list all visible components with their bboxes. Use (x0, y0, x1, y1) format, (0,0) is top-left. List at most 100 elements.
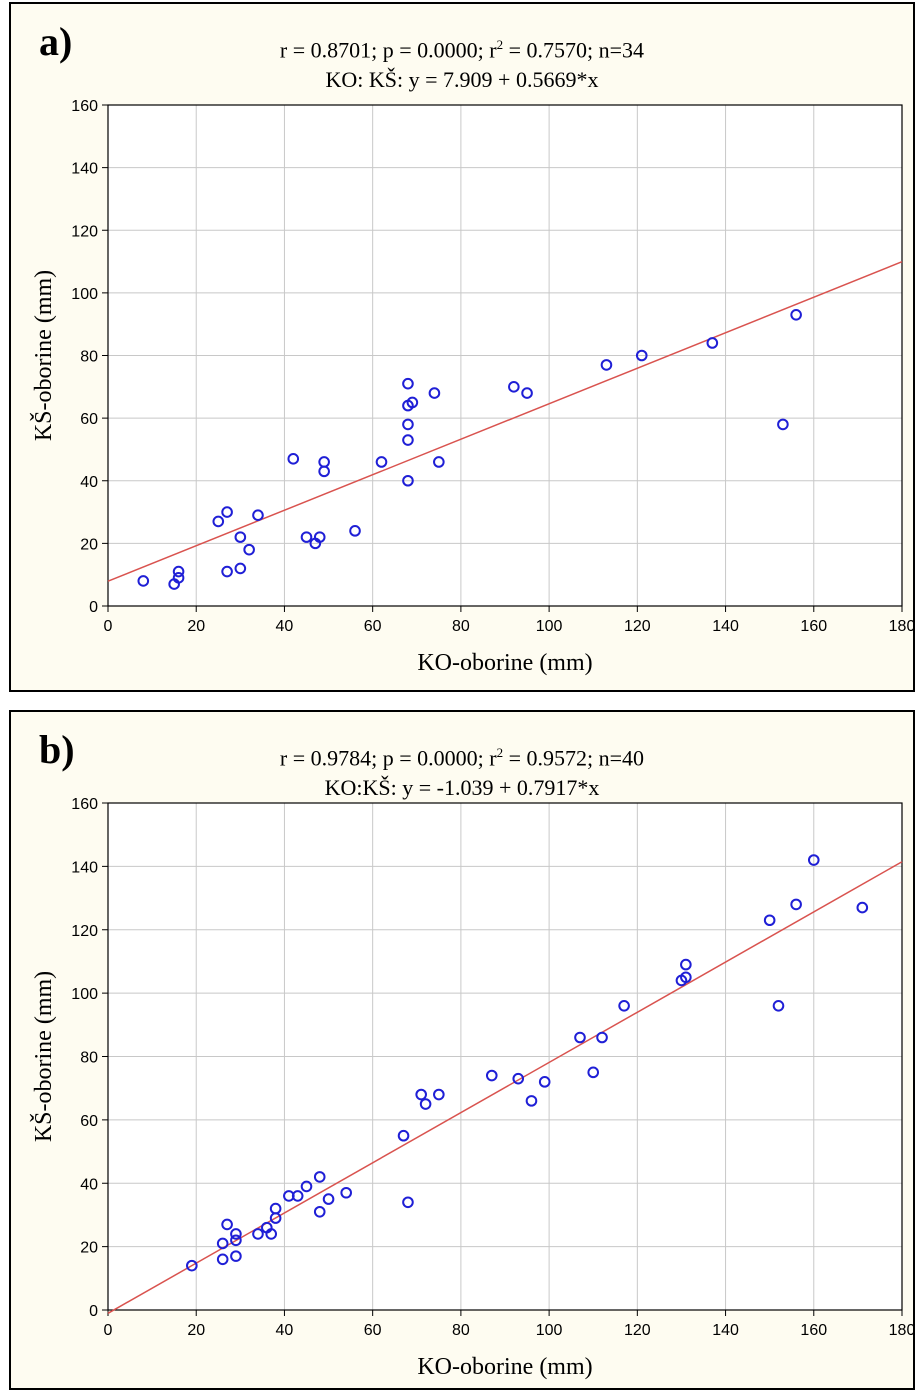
x-tick-label: 100 (536, 1322, 563, 1339)
data-point (856, 901, 869, 914)
x-tick-label: 140 (712, 618, 739, 635)
data-point (252, 1228, 264, 1240)
x-tick-label: 160 (800, 1322, 827, 1339)
r2-exponent: 2 (496, 745, 504, 760)
regression-line (107, 261, 903, 582)
x-tick-label: 160 (800, 618, 827, 635)
stats-line: r = 0.9784; p = 0.0000; r2 = 0.9572; n=4… (11, 738, 913, 773)
data-point (402, 418, 414, 431)
data-point (596, 1031, 608, 1044)
regression-equation: KO: KŠ: y = 7.909 + 0.5669*x (325, 67, 599, 93)
data-point (790, 308, 802, 321)
y-axis-title: KŠ-oborine (mm) (30, 270, 57, 441)
y-axis-title: KŠ-oborine (mm) (30, 971, 57, 1142)
scatter-plot-b: 0 20 40 60 80 100 120 140 160 180 0 20 40 60 80 100 120 1… (30, 796, 916, 1380)
data-point (397, 1129, 410, 1142)
data-point (234, 562, 247, 575)
data-point (137, 575, 150, 587)
data-point (300, 1180, 313, 1193)
data-point (521, 387, 533, 399)
y-tick-label: 40 (80, 1176, 98, 1193)
x-tick-label: 60 (364, 618, 382, 635)
x-tick-label: 180 (889, 618, 916, 635)
stats-r: r = 0.9784; p = 0.0000; r (279, 745, 497, 771)
data-point (300, 531, 313, 543)
x-tick-label: 20 (187, 618, 205, 635)
data-point (269, 1202, 282, 1215)
data-point (485, 1069, 498, 1082)
y-tick-label: 120 (71, 223, 98, 240)
data-point (402, 434, 414, 446)
y-tick-label: 0 (89, 599, 98, 616)
data-point (574, 1031, 586, 1044)
data-point (763, 914, 776, 927)
data-point (287, 453, 300, 465)
data-point (807, 854, 820, 866)
data-point (428, 387, 441, 399)
data-point (402, 474, 414, 487)
data-point (706, 337, 719, 349)
y-tick-label: 20 (80, 536, 98, 553)
y-tick-label: 80 (80, 1050, 98, 1067)
data-point (402, 377, 414, 390)
x-tick-label: 0 (104, 1322, 113, 1339)
data-point (406, 396, 419, 409)
r2-exponent: 2 (496, 37, 504, 52)
data-point (221, 565, 233, 578)
x-tick-label: 0 (104, 618, 113, 635)
y-tick-label: 160 (71, 796, 98, 813)
scatter-plot-a: 0 20 40 60 80 100 120 140 160 180 0 20 40 60 80 100 120 1… (30, 98, 916, 676)
data-point (433, 456, 445, 468)
y-tick-label: 100 (71, 286, 98, 303)
y-tick-label: 60 (80, 1113, 98, 1130)
x-tick-label: 80 (452, 618, 470, 635)
x-axis-title: KO-oborine (mm) (417, 1354, 592, 1380)
data-point (680, 971, 692, 984)
data-point (600, 359, 613, 371)
data-point (265, 1228, 278, 1240)
data-point (433, 1088, 445, 1101)
data-point (587, 1066, 600, 1079)
y-tick-label: 80 (80, 349, 98, 366)
regression-equation: KO:KŠ: y = -1.039 + 0.7917*x (324, 775, 600, 801)
data-point (790, 898, 802, 911)
y-tick-label: 120 (71, 923, 98, 940)
data-point (375, 456, 388, 468)
plot-frame (107, 104, 903, 607)
x-tick-label: 40 (276, 618, 294, 635)
x-tick-label: 20 (187, 1322, 205, 1339)
x-axis-title: KO-oborine (mm) (417, 650, 592, 676)
data-point (415, 1088, 427, 1101)
y-tick-label: 60 (80, 411, 98, 428)
data-point (291, 1190, 304, 1202)
stats-r2: = 0.9572; n=40 (503, 745, 645, 771)
data-point (234, 531, 247, 543)
data-point (221, 506, 233, 518)
data-point (772, 1000, 785, 1012)
data-point (230, 1234, 242, 1247)
chart-panel-b: b) r = 0.9784; p = 0.0000; r2 = 0.9572; … (9, 710, 915, 1390)
data-point (777, 418, 789, 431)
data-point (680, 958, 692, 971)
data-point (221, 1218, 233, 1231)
data-point (313, 531, 326, 543)
data-point (419, 1098, 432, 1110)
data-point (212, 515, 225, 528)
x-tick-label: 100 (536, 618, 563, 635)
data-point (512, 1072, 525, 1085)
chart-stats: r = 0.8701; p = 0.0000; r2 = 0.7570; n=3… (11, 30, 913, 95)
data-point (313, 1171, 326, 1183)
x-tick-label: 180 (889, 1322, 916, 1339)
data-point (538, 1076, 551, 1088)
data-point (340, 1186, 353, 1199)
y-tick-label: 20 (80, 1240, 98, 1257)
y-tick-label: 140 (71, 859, 98, 876)
data-point (172, 565, 185, 578)
y-tick-label: 0 (89, 1303, 98, 1320)
stats-r2: = 0.7570; n=34 (503, 37, 645, 63)
data-point (525, 1095, 538, 1107)
panel-letter: b) (39, 727, 75, 772)
data-point (318, 456, 330, 468)
panel-letter: a) (39, 19, 73, 64)
data-point (618, 1000, 630, 1012)
